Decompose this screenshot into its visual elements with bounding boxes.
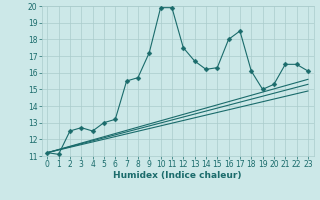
X-axis label: Humidex (Indice chaleur): Humidex (Indice chaleur) <box>113 171 242 180</box>
